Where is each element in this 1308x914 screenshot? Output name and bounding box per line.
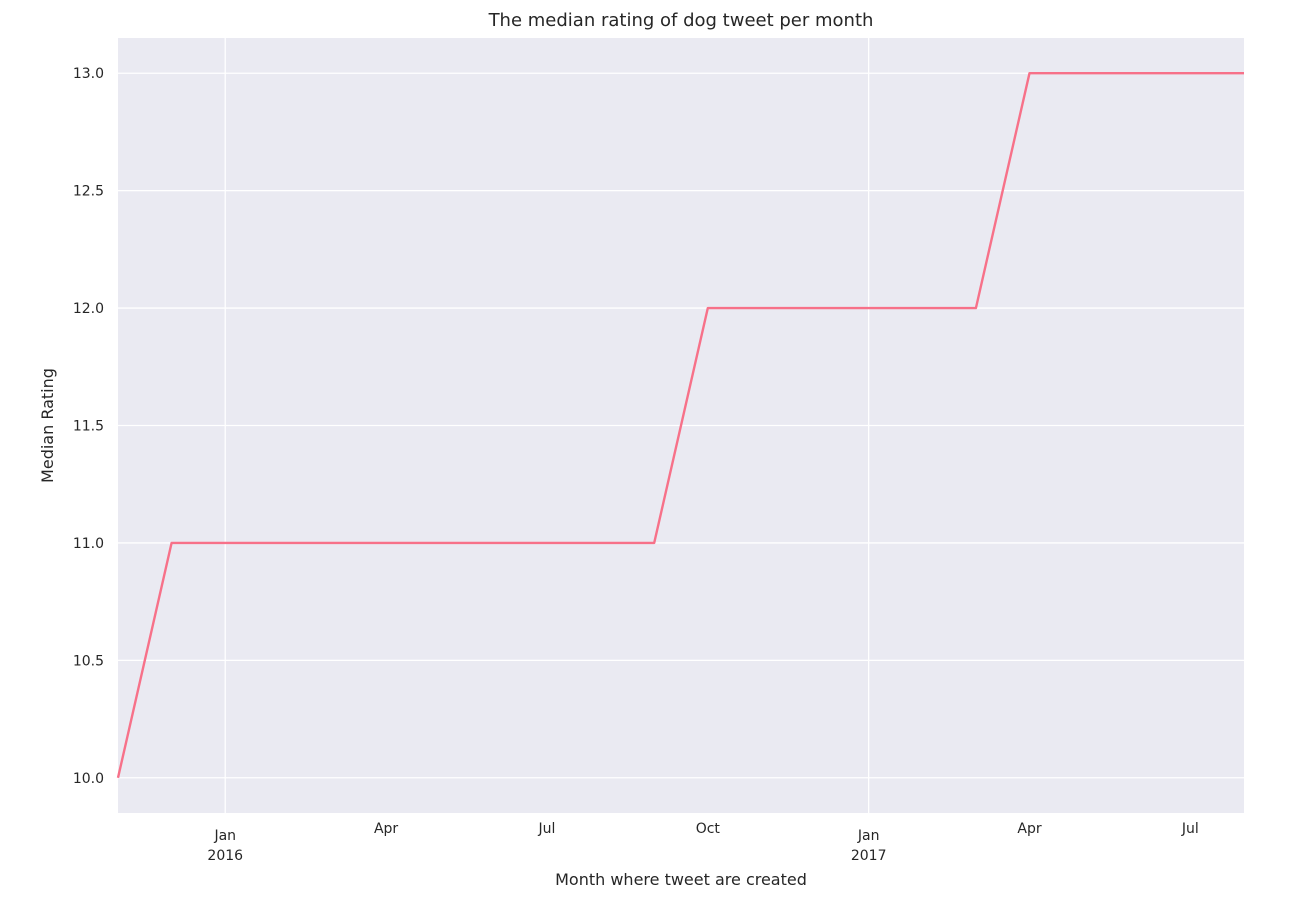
- x-tick-year-label: 2016: [207, 848, 243, 864]
- y-axis-ticks: 10.0 10.5 11.0 11.5 12.0 12.5 13.0: [73, 66, 104, 787]
- x-tick-year-label: 2017: [851, 848, 887, 864]
- x-axis-ticks: Jan 2016 Apr Jul Oct Jan 2017 Apr Jul: [207, 821, 1198, 864]
- x-tick-label: Apr: [1017, 821, 1041, 837]
- series-layer: [116, 71, 1244, 779]
- x-tick-label: Jul: [537, 821, 555, 837]
- y-axis-label: Median Rating: [38, 368, 57, 483]
- y-tick-label: 12.0: [73, 301, 104, 317]
- x-axis-label: Month where tweet are created: [555, 870, 807, 889]
- x-tick-label: Apr: [374, 821, 398, 837]
- y-tick-label: 11.0: [73, 536, 104, 552]
- x-tick-label: Jul: [1181, 821, 1199, 837]
- y-tick-label: 10.5: [73, 653, 104, 669]
- x-tick-label: Jan: [857, 828, 880, 844]
- y-tick-label: 12.5: [73, 184, 104, 200]
- x-tick-label: Jan: [213, 828, 236, 844]
- y-tick-label: 10.0: [73, 771, 104, 787]
- y-tick-label: 13.0: [73, 66, 104, 82]
- x-tick-label: Oct: [696, 821, 721, 837]
- chart-title: The median rating of dog tweet per month: [488, 10, 874, 31]
- y-tick-label: 11.5: [73, 419, 104, 435]
- series-line: [116, 71, 1244, 779]
